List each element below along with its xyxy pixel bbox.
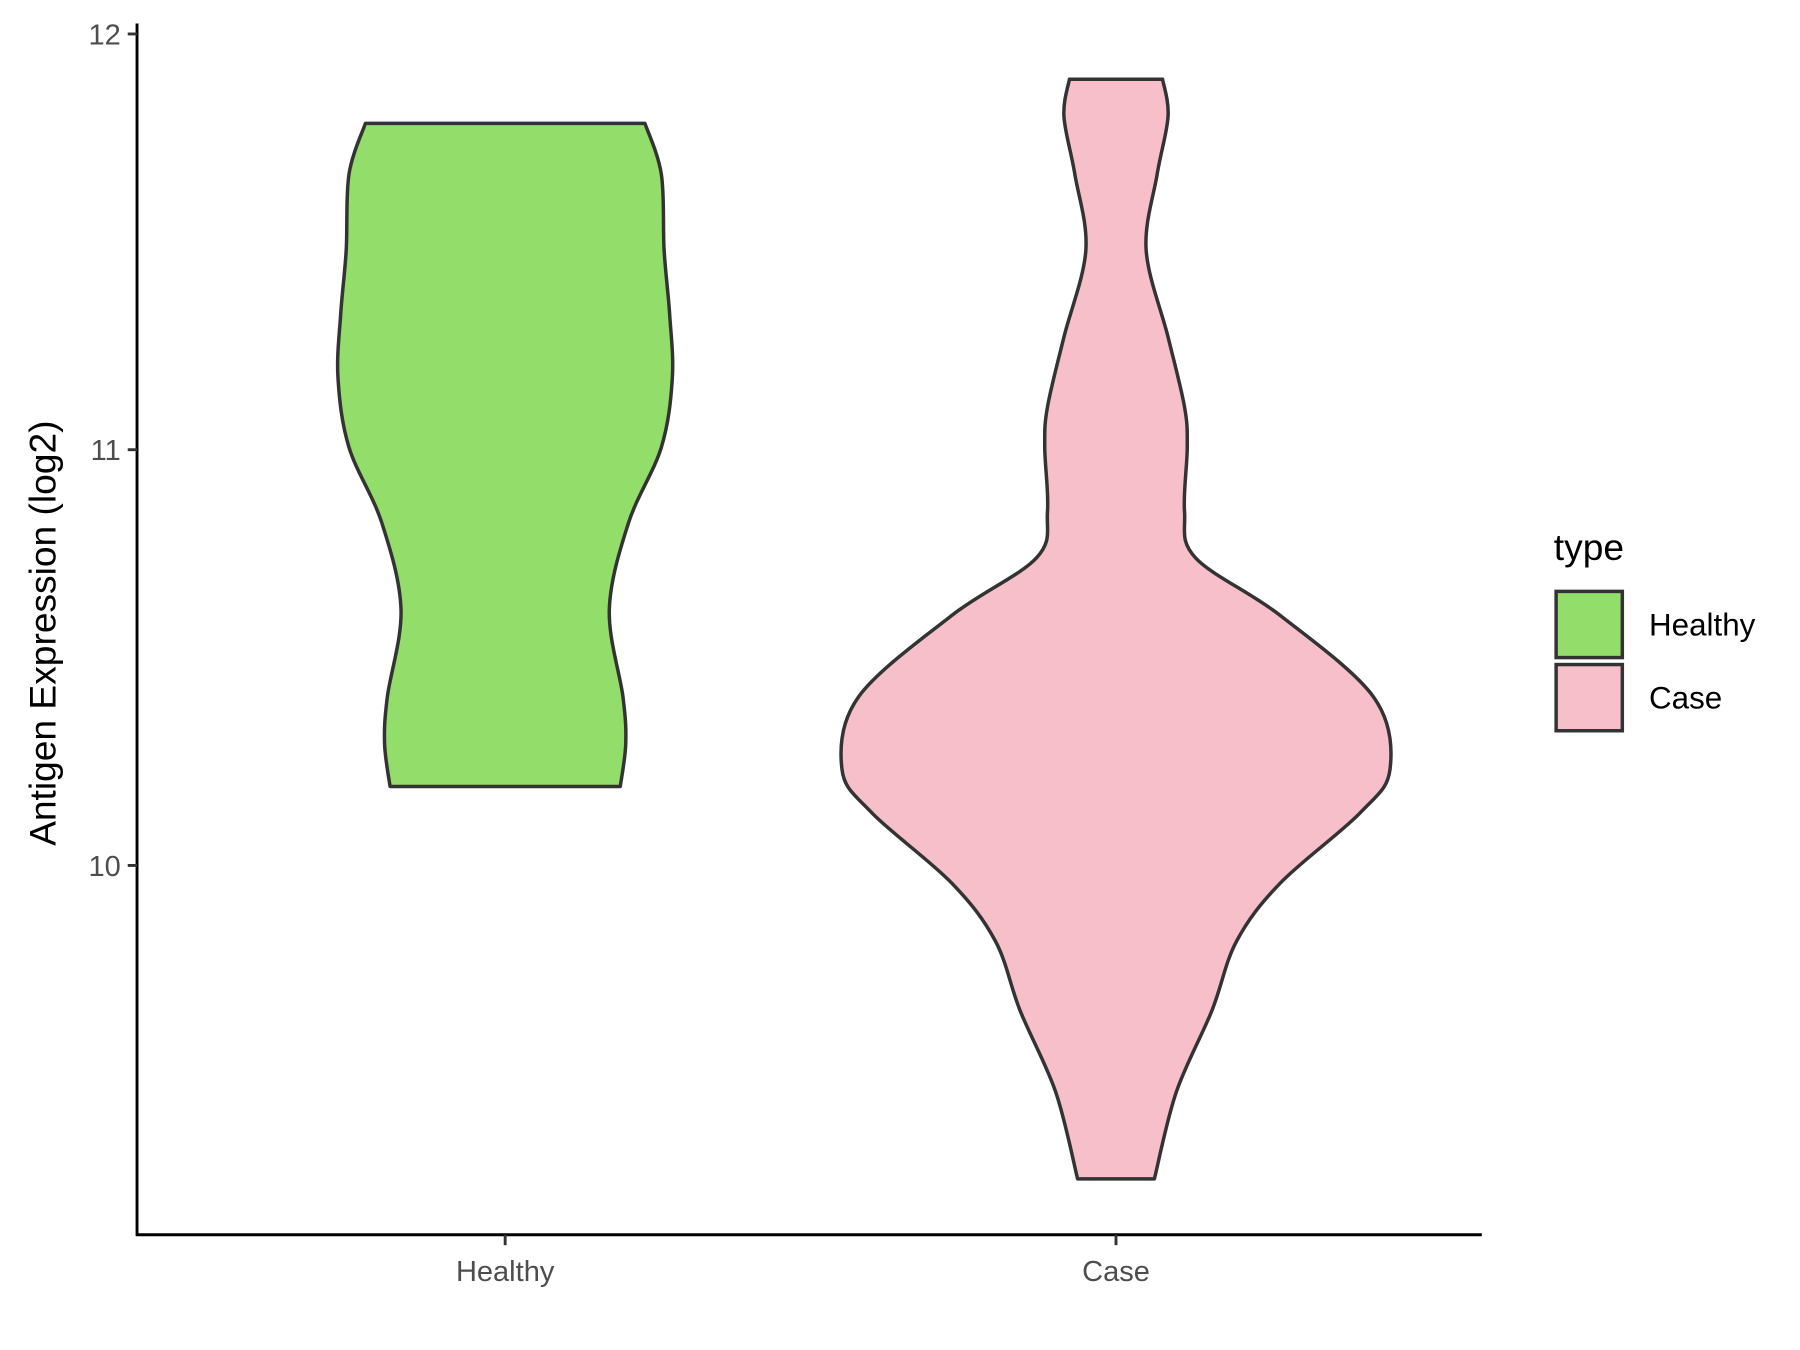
violins [335, 77, 1393, 1181]
legend-title: type [1554, 526, 1624, 568]
legend: type Healthy Case [1554, 526, 1756, 733]
y-ticks: 10 11 12 [88, 19, 138, 883]
legend-label: Case [1649, 681, 1722, 716]
x-ticks: Healthy Case [456, 1234, 1150, 1288]
legend-label: Healthy [1649, 608, 1756, 643]
legend-swatch-case [1554, 662, 1625, 733]
violin-healthy [335, 121, 675, 789]
violin-case [839, 77, 1393, 1181]
y-tick-label: 10 [88, 851, 120, 883]
x-tick-label: Healthy [456, 1256, 555, 1288]
y-axis-label: Antigen Expression (log2) [22, 420, 64, 845]
y-tick-label: 12 [88, 19, 120, 51]
x-tick-label: Case [1082, 1256, 1150, 1288]
legend-swatch-healthy [1554, 589, 1625, 660]
y-tick-label: 11 [91, 435, 121, 467]
